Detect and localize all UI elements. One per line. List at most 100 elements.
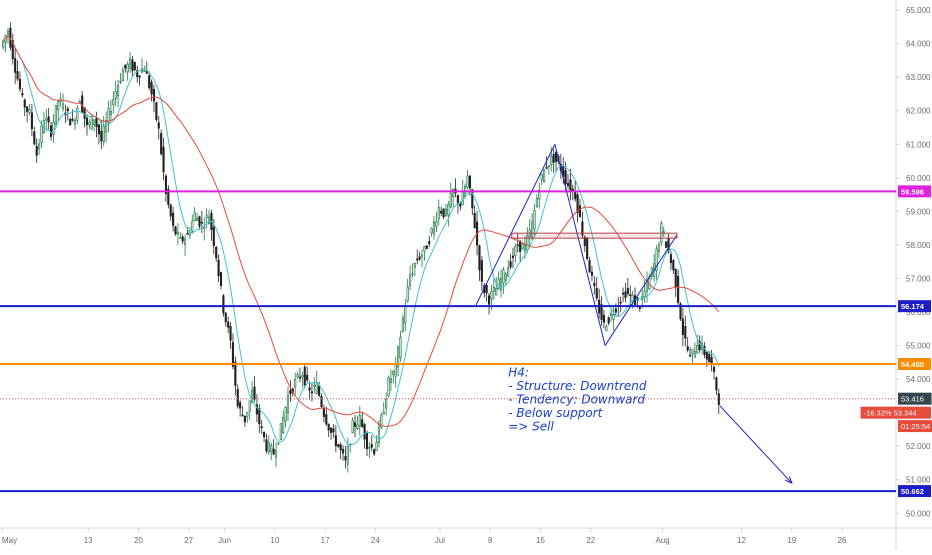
candle-body-down — [174, 226, 177, 235]
candle-body-down — [215, 246, 218, 259]
candle-body-up — [351, 420, 354, 434]
y-tick-label: 59.000 — [906, 207, 931, 216]
candle-body-down — [47, 116, 50, 123]
candle-body-down — [686, 346, 689, 351]
y-tick-label: 50.000 — [906, 509, 931, 518]
candle-body-up — [497, 278, 500, 290]
candle-body-down — [150, 81, 153, 95]
candle-body-up — [693, 351, 696, 358]
candle-body-down — [485, 284, 488, 294]
candle-body-up — [57, 100, 60, 111]
candle-body-up — [251, 389, 254, 403]
candle-body-up — [605, 326, 608, 331]
candle-body-down — [325, 414, 328, 425]
y-tick-label: 52.000 — [906, 442, 931, 451]
candle-body-down — [681, 318, 684, 336]
candle-body-up — [375, 441, 378, 452]
candle-body-up — [114, 90, 117, 99]
x-tick-label: May — [2, 536, 17, 545]
candle-body-down — [131, 59, 134, 72]
candle-body-up — [535, 197, 538, 208]
candle-body-down — [583, 236, 586, 247]
candle-body-down — [478, 245, 481, 271]
candle-body-up — [389, 378, 392, 383]
candle-body-down — [330, 427, 333, 434]
x-tick-label: Jun — [218, 536, 231, 545]
candle-body-up — [662, 231, 665, 234]
candle-body-down — [590, 271, 594, 276]
candle-body-up — [40, 125, 43, 144]
candle-body-down — [162, 146, 165, 173]
y-tick-label: 62.000 — [906, 107, 931, 116]
candle-body-up — [313, 384, 316, 387]
candle-body-down — [674, 268, 677, 288]
candle-body-up — [193, 212, 196, 221]
candle-body-up — [691, 348, 694, 354]
candle-body-down — [339, 444, 342, 451]
candle-body-down — [198, 216, 201, 227]
pattern-trend-line — [604, 234, 678, 346]
candle-body-up — [2, 40, 5, 48]
candle-body-up — [176, 231, 179, 235]
candle-body-up — [435, 220, 438, 227]
candle-body-down — [578, 205, 582, 218]
candle-body-down — [471, 189, 474, 209]
candle-body-up — [195, 217, 199, 221]
candle-body-down — [231, 342, 235, 367]
candle-body-up — [38, 143, 41, 150]
candle-body-up — [52, 121, 55, 135]
candle-body-down — [341, 448, 345, 454]
candle-body-up — [294, 379, 297, 388]
candle-body-up — [631, 294, 634, 302]
candle-body-down — [145, 71, 148, 74]
candle-body-down — [222, 295, 225, 314]
candle-body-up — [406, 286, 409, 302]
candle-body-down — [148, 75, 151, 88]
candle-body-up — [452, 188, 455, 197]
candle-body-up — [207, 216, 211, 225]
candle-body-up — [270, 445, 273, 452]
candle-body-up — [449, 193, 452, 208]
candle-body-down — [124, 64, 127, 69]
candle-body-up — [246, 412, 249, 418]
candle-body-up — [109, 110, 112, 116]
x-tick-label: 10 — [270, 536, 279, 545]
level-price-tag — [898, 300, 931, 313]
candle-body-down — [200, 221, 203, 224]
x-tick-label: 27 — [184, 536, 193, 545]
candle-body-up — [117, 85, 120, 97]
y-tick-label: 58.000 — [906, 241, 931, 250]
candle-body-up — [432, 221, 436, 235]
candle-body-up — [179, 236, 182, 239]
candle-body-up — [88, 122, 91, 126]
x-tick-label: Aug — [655, 536, 669, 545]
candle-body-up — [382, 411, 385, 415]
x-tick-label: 26 — [838, 536, 847, 545]
candle-body-down — [255, 404, 258, 415]
candle-body-up — [401, 317, 404, 332]
candle-body-down — [440, 210, 443, 214]
candle-body-down — [241, 414, 244, 417]
axis-price-tag — [898, 420, 932, 433]
candle-body-down — [607, 317, 610, 324]
candle-body-down — [715, 377, 718, 391]
candle-body-down — [18, 78, 22, 90]
candle-body-up — [394, 363, 397, 377]
candle-body-up — [277, 442, 280, 445]
candle-body-down — [337, 444, 340, 447]
candle-body-up — [6, 30, 10, 36]
neckline-box — [511, 232, 678, 239]
candle-body-down — [258, 407, 261, 425]
candle-body-down — [487, 295, 491, 305]
candle-body-down — [672, 260, 675, 271]
candle-body-down — [152, 89, 156, 102]
candle-body-up — [121, 69, 124, 82]
candle-body-up — [404, 306, 407, 324]
y-tick-label: 56.000 — [906, 308, 931, 317]
candle-body-down — [459, 203, 462, 207]
candle-body-down — [456, 195, 459, 204]
candle-body-down — [224, 312, 227, 323]
candle-body-up — [447, 203, 450, 216]
forecast-arrow-head — [785, 476, 793, 485]
candle-body-up — [286, 394, 290, 413]
